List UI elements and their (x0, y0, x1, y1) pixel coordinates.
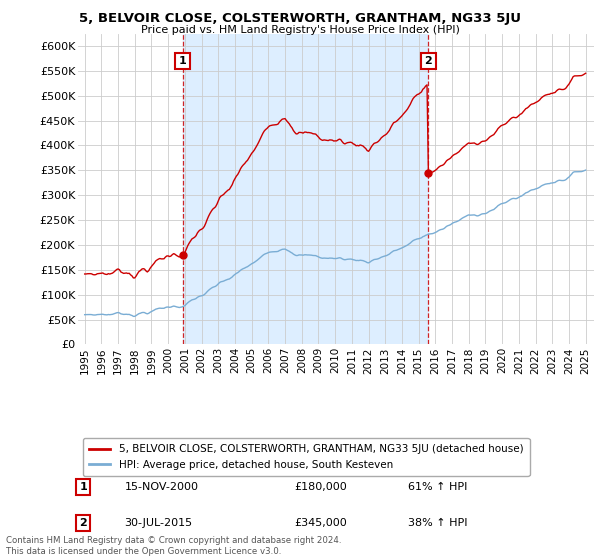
Text: 1: 1 (179, 56, 187, 66)
Text: 1: 1 (79, 482, 87, 492)
Legend: 5, BELVOIR CLOSE, COLSTERWORTH, GRANTHAM, NG33 5JU (detached house), HPI: Averag: 5, BELVOIR CLOSE, COLSTERWORTH, GRANTHAM… (83, 438, 530, 476)
Text: 5, BELVOIR CLOSE, COLSTERWORTH, GRANTHAM, NG33 5JU: 5, BELVOIR CLOSE, COLSTERWORTH, GRANTHAM… (79, 12, 521, 25)
Text: £180,000: £180,000 (295, 482, 347, 492)
Text: 15-NOV-2000: 15-NOV-2000 (124, 482, 199, 492)
Text: 2: 2 (79, 518, 87, 528)
Text: Contains HM Land Registry data © Crown copyright and database right 2024.
This d: Contains HM Land Registry data © Crown c… (6, 536, 341, 556)
Text: 61% ↑ HPI: 61% ↑ HPI (408, 482, 467, 492)
Text: 38% ↑ HPI: 38% ↑ HPI (408, 518, 468, 528)
Bar (183, 34, 428, 344)
Text: £345,000: £345,000 (295, 518, 347, 528)
Text: Price paid vs. HM Land Registry's House Price Index (HPI): Price paid vs. HM Land Registry's House … (140, 25, 460, 35)
Text: 2: 2 (424, 56, 432, 66)
Text: 30-JUL-2015: 30-JUL-2015 (124, 518, 193, 528)
